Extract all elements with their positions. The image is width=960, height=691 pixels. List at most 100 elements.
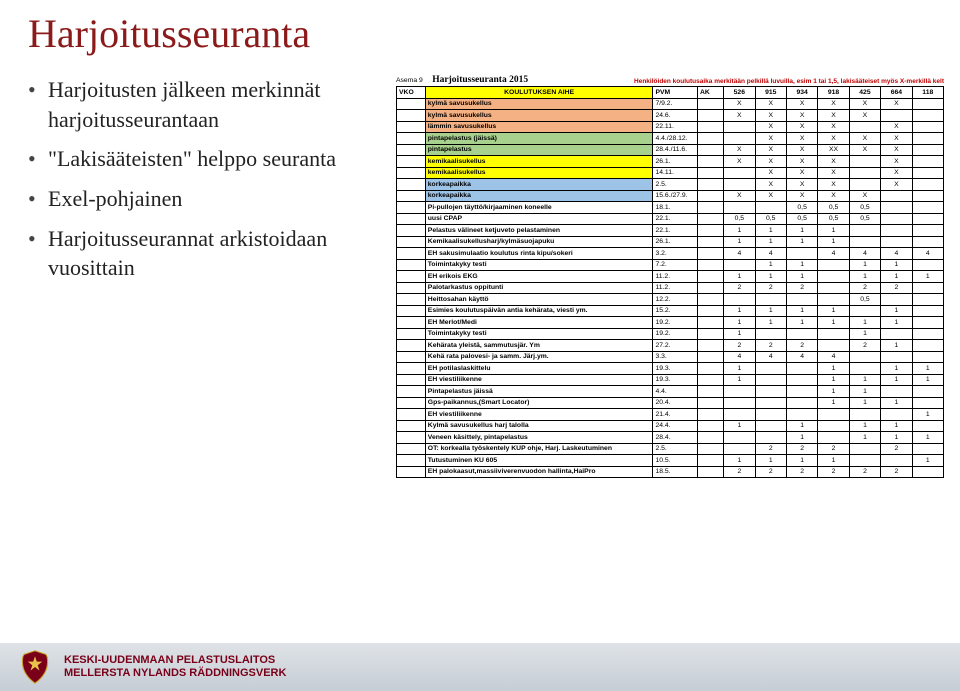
cell-value bbox=[724, 202, 755, 214]
training-table: VKO KOULUTUKSEN AIHE PVM AK 526915934918… bbox=[396, 86, 944, 478]
cell-value bbox=[849, 236, 880, 248]
cell-ak bbox=[697, 397, 723, 409]
bullet-item: Harjoitusseurannat arkistoidaan vuositta… bbox=[28, 224, 388, 283]
cell-topic: Toimintakyky testi bbox=[425, 259, 653, 271]
cell-value: X bbox=[786, 167, 817, 179]
cell-ak bbox=[697, 443, 723, 455]
cell-pvm: 11.2. bbox=[653, 271, 697, 283]
cell-ak bbox=[697, 121, 723, 133]
cell-value bbox=[849, 409, 880, 421]
cell-value bbox=[849, 179, 880, 191]
cell-value: 1 bbox=[818, 455, 849, 467]
cell-value: X bbox=[818, 133, 849, 145]
cell-vko bbox=[397, 443, 426, 455]
cell-topic: kemikaalisukellus bbox=[425, 167, 653, 179]
cell-value: 1 bbox=[818, 305, 849, 317]
cell-value: X bbox=[818, 190, 849, 202]
cell-value: 4 bbox=[912, 248, 943, 260]
cell-value bbox=[912, 443, 943, 455]
cell-value: X bbox=[786, 156, 817, 168]
cell-vko bbox=[397, 363, 426, 375]
cell-value: X bbox=[786, 121, 817, 133]
cell-value: 2 bbox=[818, 466, 849, 478]
cell-value: X bbox=[881, 133, 912, 145]
cell-ak bbox=[697, 409, 723, 421]
cell-value bbox=[881, 202, 912, 214]
cell-value bbox=[755, 409, 786, 421]
footer-line2: MELLERSTA NYLANDS RÄDDNINGSVERK bbox=[64, 667, 286, 680]
cell-ak bbox=[697, 236, 723, 248]
cell-value: 1 bbox=[912, 363, 943, 375]
station-label: Asema 9 bbox=[396, 77, 423, 84]
cell-value bbox=[881, 294, 912, 306]
cell-value bbox=[755, 397, 786, 409]
cell-topic: EH viestiliikenne bbox=[425, 374, 653, 386]
cell-value bbox=[912, 386, 943, 398]
cell-pvm: 2.5. bbox=[653, 443, 697, 455]
cell-value: X bbox=[818, 98, 849, 110]
cell-value: 2 bbox=[724, 466, 755, 478]
cell-value: 0,5 bbox=[755, 213, 786, 225]
cell-value: X bbox=[755, 156, 786, 168]
table-row: Kehärata yleistä, sammutusjär. Ym27.2.22… bbox=[397, 340, 944, 352]
cell-value: 1 bbox=[786, 455, 817, 467]
cell-value bbox=[849, 363, 880, 375]
cell-value: 1 bbox=[881, 363, 912, 375]
cell-value: X bbox=[786, 190, 817, 202]
table-row: uusi CPAP22.1.0,50,50,50,50,5 bbox=[397, 213, 944, 225]
cell-value: 1 bbox=[755, 455, 786, 467]
cell-ak bbox=[697, 420, 723, 432]
table-row: Kemikaalisukellusharj/kylmäsuojapuku26.1… bbox=[397, 236, 944, 248]
cell-pvm: 11.2. bbox=[653, 282, 697, 294]
cell-vko bbox=[397, 466, 426, 478]
cell-value bbox=[818, 432, 849, 444]
cell-pvm: 20.4. bbox=[653, 397, 697, 409]
cell-value bbox=[724, 133, 755, 145]
cell-value bbox=[755, 386, 786, 398]
bullet-item: "Lakisääteisten" helppo seuranta bbox=[28, 144, 388, 174]
cell-value: X bbox=[755, 110, 786, 122]
cell-value: 0,5 bbox=[849, 294, 880, 306]
cell-vko bbox=[397, 236, 426, 248]
cell-topic: Kehä rata palovesi- ja samm. Järj.ym. bbox=[425, 351, 653, 363]
cell-value: X bbox=[755, 167, 786, 179]
col-person: 118 bbox=[912, 87, 943, 99]
cell-value: 1 bbox=[881, 420, 912, 432]
cell-value bbox=[724, 179, 755, 191]
cell-value bbox=[849, 443, 880, 455]
cell-value bbox=[849, 156, 880, 168]
cell-ak bbox=[697, 202, 723, 214]
cell-vko bbox=[397, 328, 426, 340]
col-person: 425 bbox=[849, 87, 880, 99]
cell-value bbox=[724, 397, 755, 409]
table-row: EH erikois EKG11.2.111111 bbox=[397, 271, 944, 283]
cell-ak bbox=[697, 156, 723, 168]
cell-value bbox=[755, 294, 786, 306]
cell-ak bbox=[697, 282, 723, 294]
cell-value bbox=[724, 259, 755, 271]
cell-value: X bbox=[755, 133, 786, 145]
cell-ak bbox=[697, 179, 723, 191]
cell-topic: EH potilaslaskittelu bbox=[425, 363, 653, 375]
cell-value bbox=[881, 236, 912, 248]
cell-ak bbox=[697, 225, 723, 237]
table-row: kylmä savusukellus24.6.XXXXX bbox=[397, 110, 944, 122]
cell-value: X bbox=[724, 144, 755, 156]
cell-value bbox=[881, 351, 912, 363]
cell-vko bbox=[397, 397, 426, 409]
cell-vko bbox=[397, 144, 426, 156]
table-row: korkeapaikka2.5.XXXX bbox=[397, 179, 944, 191]
cell-value bbox=[849, 225, 880, 237]
cell-value: X bbox=[755, 179, 786, 191]
cell-vko bbox=[397, 340, 426, 352]
cell-value bbox=[912, 121, 943, 133]
cell-pvm: 3.3. bbox=[653, 351, 697, 363]
cell-value: 1 bbox=[912, 271, 943, 283]
cell-value bbox=[912, 202, 943, 214]
cell-value bbox=[818, 328, 849, 340]
cell-value: X bbox=[724, 110, 755, 122]
cell-value bbox=[881, 190, 912, 202]
cell-vko bbox=[397, 420, 426, 432]
cell-vko bbox=[397, 202, 426, 214]
table-note: Henkilöiden koulutusaika merkitään pelki… bbox=[634, 78, 944, 85]
